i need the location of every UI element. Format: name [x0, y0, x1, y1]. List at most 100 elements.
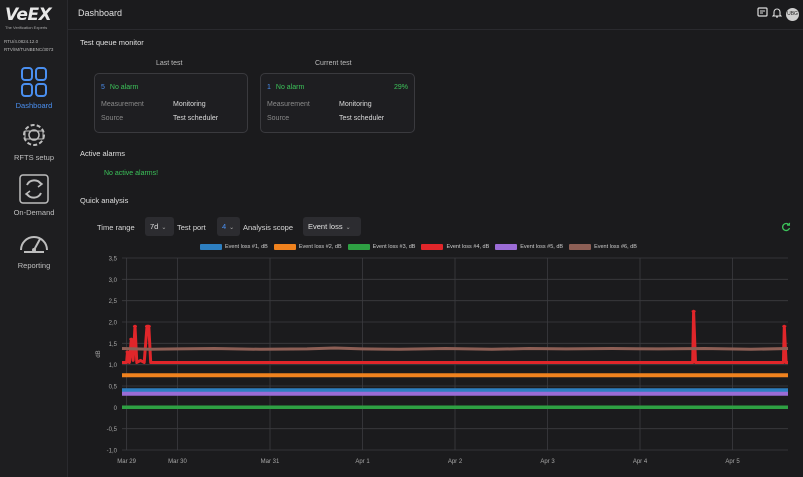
test-queue-title: Test queue monitor	[80, 38, 144, 47]
measurement-row: Measurement Monitoring	[101, 101, 206, 108]
x-tick-label: Mar 31	[261, 459, 280, 465]
sidebar-item-label: Dashboard	[15, 101, 53, 110]
y-tick-label: 3,0	[109, 278, 118, 284]
analysis-scope-select[interactable]: Event loss ⌄	[303, 217, 361, 236]
x-tick-label: Apr 5	[725, 459, 740, 465]
logo-tagline: The Verification Experts	[5, 25, 48, 30]
legend-swatch	[421, 244, 444, 250]
alarm-count: 1	[267, 84, 271, 91]
legend-item[interactable]: Event loss #5, dB	[495, 244, 563, 250]
y-tick-label: 1,5	[109, 342, 118, 348]
legend-swatch	[273, 244, 296, 250]
device-info: RTU/4.0824.12.0 RTV/IM/TUNBENC/3073	[4, 38, 53, 54]
legend-swatch	[347, 244, 370, 250]
sidebar-item-on-demand[interactable]: On-Demand	[0, 173, 68, 217]
speedometer-icon	[20, 236, 48, 253]
legend-label: Event loss #2, dB	[298, 244, 342, 250]
no-active-alarms-message: No active alarms!	[104, 170, 159, 177]
y-tick-label: -1,0	[107, 449, 118, 455]
sidebar-item-dashboard[interactable]: Dashboard	[0, 66, 68, 110]
veex-logo: VeEX The Verification Experts	[5, 5, 57, 31]
legend-item[interactable]: Event loss #1, dB	[200, 244, 268, 250]
legend-label: Event loss #5, dB	[520, 244, 564, 250]
sidebar-item-label: Reporting	[17, 261, 51, 270]
legend-swatch	[495, 244, 518, 250]
legend-swatch	[569, 244, 592, 250]
legend-label: Event loss #6, dB	[594, 244, 637, 250]
top-right-icons: UBG	[757, 7, 799, 22]
current-test-card: 1 No alarm 29% Measurement Monitoring Sour…	[260, 73, 415, 133]
legend-label: Event loss #4, dB	[446, 244, 490, 250]
measurement-label: Measurement	[267, 101, 310, 108]
legend-item[interactable]: Event loss #2, dB	[273, 244, 342, 250]
top-bar	[0, 0, 803, 30]
y-tick-label: 1,0	[109, 363, 118, 369]
x-tick-label: Mar 29	[117, 459, 136, 465]
analysis-scope-label: Analysis scope	[243, 223, 294, 232]
legend-item[interactable]: Event loss #3, dB	[347, 244, 415, 250]
sidebar-item-rfts-setup[interactable]: RFTS setup	[0, 120, 68, 162]
measurement-row: Measurement Monitoring	[267, 101, 372, 108]
last-test-card: 5 No alarm Measurement Monitoring Source Te…	[94, 73, 248, 133]
device-info-line: RTU/4.0824.12.0	[4, 39, 39, 44]
avatar[interactable]: UBG	[786, 8, 799, 21]
gear-icon	[23, 124, 45, 146]
sync-arrows-icon	[19, 174, 49, 204]
legend-swatch	[200, 244, 222, 250]
chevron-down-icon: ⌄	[161, 225, 167, 231]
y-tick-label: 3,5	[109, 257, 118, 263]
y-tick-label: 2,5	[109, 299, 118, 305]
analysis-scope-value: Event loss	[308, 222, 343, 231]
source-row: Source Test scheduler	[267, 115, 384, 122]
last-test-alarm-status: 5 No alarm	[101, 84, 138, 91]
test-port-select[interactable]: 4 ⌄	[217, 217, 240, 236]
current-test-heading: Current test	[315, 60, 352, 67]
x-tick-label: Apr 2	[448, 459, 463, 465]
time-range-value: 7d	[150, 222, 159, 231]
series-line	[121, 346, 789, 351]
x-tick-label: Apr 3	[540, 459, 555, 465]
chart-legend: Event loss #1, dB Event loss #2, dB Event …	[200, 241, 637, 253]
chevron-down-icon: ⌄	[345, 225, 351, 231]
refresh-icon[interactable]	[781, 222, 791, 235]
source-row: Source Test scheduler	[101, 115, 218, 122]
current-test-alarm-status: 1 No alarm	[267, 84, 304, 91]
event-loss-chart: 3,5 3,0 2,5 2,0 1,5 1,0 0,5 0 -0,5 -1,0 Mar 29 Mar …	[96, 257, 789, 465]
dashboard-grid-icon	[21, 67, 47, 97]
source-label: Source	[101, 115, 124, 122]
y-tick-label: 0	[114, 406, 118, 412]
time-range-label: Time range	[97, 223, 135, 232]
legend-item[interactable]: Event loss #6, dB	[569, 244, 637, 250]
bell-icon[interactable]	[771, 7, 783, 22]
alarm-count: 5	[101, 84, 105, 91]
y-tick-label: 0,5	[109, 385, 118, 391]
test-port-label: Test port	[177, 223, 206, 232]
x-tick-label: Mar 30	[168, 459, 187, 465]
y-tick-label: -0,5	[107, 427, 118, 433]
sidebar-item-reporting[interactable]: Reporting	[0, 228, 68, 270]
time-range-select[interactable]: 7d ⌄	[145, 217, 174, 236]
sidebar-item-label: On-Demand	[13, 208, 55, 217]
alarm-text: No alarm	[275, 84, 305, 91]
sidebar-item-label: RFTS setup	[13, 153, 54, 162]
y-axis-label: dB	[96, 350, 102, 357]
last-test-heading: Last test	[156, 60, 183, 67]
source-value: Test scheduler	[173, 115, 219, 122]
x-tick-label: Apr 1	[355, 459, 370, 465]
logo-text: VeEX	[5, 5, 52, 25]
notes-icon[interactable]	[757, 7, 768, 22]
y-tick-label: 2,0	[109, 321, 118, 327]
source-label: Source	[267, 115, 290, 122]
alarm-text: No alarm	[109, 84, 139, 91]
device-info-line: RTV/IM/TUNBENC/3073	[4, 47, 54, 52]
series-line	[122, 309, 788, 364]
active-alarms-title: Active alarms	[80, 149, 126, 158]
chevron-down-icon: ⌄	[229, 225, 235, 231]
quick-analysis-title: Quick analysis	[80, 196, 129, 205]
test-port-value: 4	[222, 222, 227, 231]
measurement-label: Measurement	[101, 101, 144, 108]
source-value: Test scheduler	[339, 115, 385, 122]
current-test-progress: 29%	[393, 84, 408, 91]
legend-item[interactable]: Event loss #4, dB	[421, 244, 489, 250]
measurement-value: Monitoring	[339, 101, 372, 108]
